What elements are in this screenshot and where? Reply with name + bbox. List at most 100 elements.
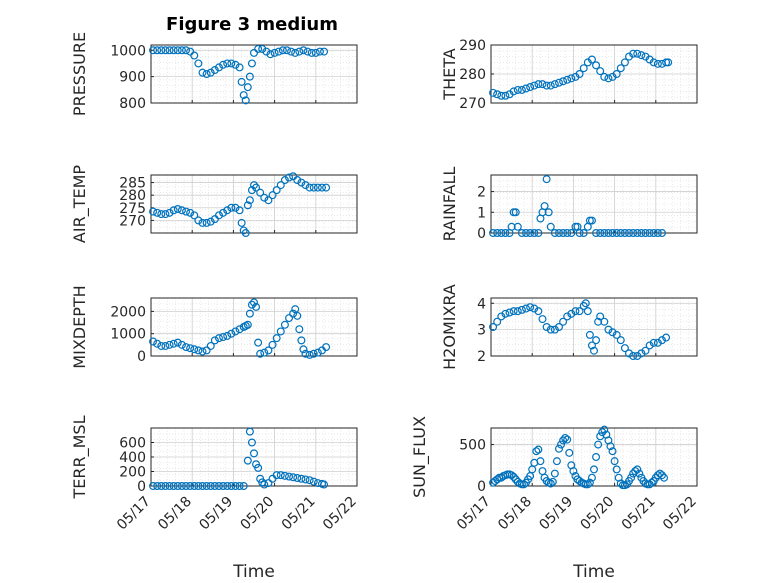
data-point (612, 330, 621, 339)
data-point (522, 84, 531, 93)
data-point (530, 81, 539, 90)
y-tick-label: 800 (119, 96, 146, 112)
data-point (223, 206, 232, 215)
data-point (511, 475, 520, 484)
data-point (489, 88, 498, 97)
data-point (214, 211, 223, 220)
data-point (317, 183, 326, 192)
data-point (559, 77, 568, 86)
data-point (245, 196, 254, 205)
data-point (227, 329, 236, 338)
data-point (311, 48, 320, 57)
data-point (186, 208, 195, 217)
axes-frame (490, 297, 698, 357)
data-point (214, 482, 223, 491)
data-point (177, 46, 186, 55)
data-point (295, 47, 304, 56)
data-point (149, 482, 158, 491)
data-point (554, 323, 563, 332)
data-point (231, 482, 240, 491)
data-point (295, 325, 304, 334)
data-point (559, 229, 568, 238)
data-point (536, 457, 545, 466)
data-point (182, 482, 191, 491)
y-tick-label: 2 (477, 185, 486, 201)
data-point (542, 81, 551, 90)
data-point (153, 208, 162, 217)
data-point (223, 482, 232, 491)
subplot-8: 0 500 05/17 05/18 05/19 05/20 05/21 05/22 Time SU… (410, 416, 700, 582)
y-axis-label: SUN_FLUX (410, 416, 430, 498)
data-point (493, 475, 502, 484)
data-point (660, 473, 669, 482)
data-point (625, 229, 634, 238)
data-point (202, 69, 211, 78)
data-point (285, 472, 294, 481)
data-point (157, 46, 166, 55)
data-point (219, 482, 228, 491)
data-point (631, 467, 640, 476)
data-point (509, 307, 518, 316)
data-point (247, 300, 256, 309)
data-point (513, 85, 522, 94)
data-point (575, 477, 584, 486)
data-point (241, 96, 250, 105)
data-point (567, 229, 576, 238)
data-point (645, 341, 654, 350)
data-point (235, 63, 244, 72)
data-point (542, 323, 551, 332)
data-point (585, 330, 594, 339)
data-point (649, 229, 658, 238)
data-point (173, 46, 182, 55)
data-point (223, 59, 232, 68)
y-tick-label: 275 (119, 201, 146, 217)
data-point (186, 482, 195, 491)
data-point (610, 457, 619, 466)
y-tick-label: 600 (119, 436, 146, 452)
y-axis-label: AIR_TEMP (70, 165, 90, 243)
y-tick-label: 2000 (110, 304, 146, 320)
data-point (616, 336, 625, 345)
data-point (153, 46, 162, 55)
y-tick-label: 400 (119, 450, 146, 466)
data-point (307, 48, 316, 57)
data-point (264, 479, 273, 488)
data-point (546, 479, 555, 488)
data-point (276, 471, 285, 480)
data-point (293, 474, 302, 483)
data-point (522, 229, 531, 238)
data-point (289, 309, 298, 318)
data-point (320, 480, 329, 489)
data-point (629, 49, 638, 58)
data-point (157, 482, 166, 491)
data-point (245, 427, 254, 436)
data-point (235, 325, 244, 334)
data-point (561, 433, 570, 442)
data-point (214, 334, 223, 343)
data-point (552, 457, 561, 466)
data-point (493, 317, 502, 326)
x-tick-label: 05/18 (495, 494, 535, 534)
axes-frame (490, 174, 698, 234)
data-point (604, 229, 613, 238)
data-point (173, 205, 182, 214)
data-point (169, 46, 178, 55)
data-point (497, 312, 506, 321)
data-point (637, 349, 646, 358)
data-point (313, 183, 322, 192)
data-point (301, 349, 310, 358)
data-point (550, 229, 559, 238)
data-point (606, 442, 615, 451)
data-point (161, 482, 170, 491)
data-point (235, 482, 244, 491)
data-point (198, 347, 207, 356)
data-point (320, 47, 329, 56)
data-point (250, 449, 259, 458)
data-point (190, 482, 199, 491)
data-point (206, 341, 215, 350)
data-point (268, 340, 277, 349)
data-point (519, 480, 528, 489)
data-point (565, 448, 574, 457)
data-point (657, 336, 666, 345)
